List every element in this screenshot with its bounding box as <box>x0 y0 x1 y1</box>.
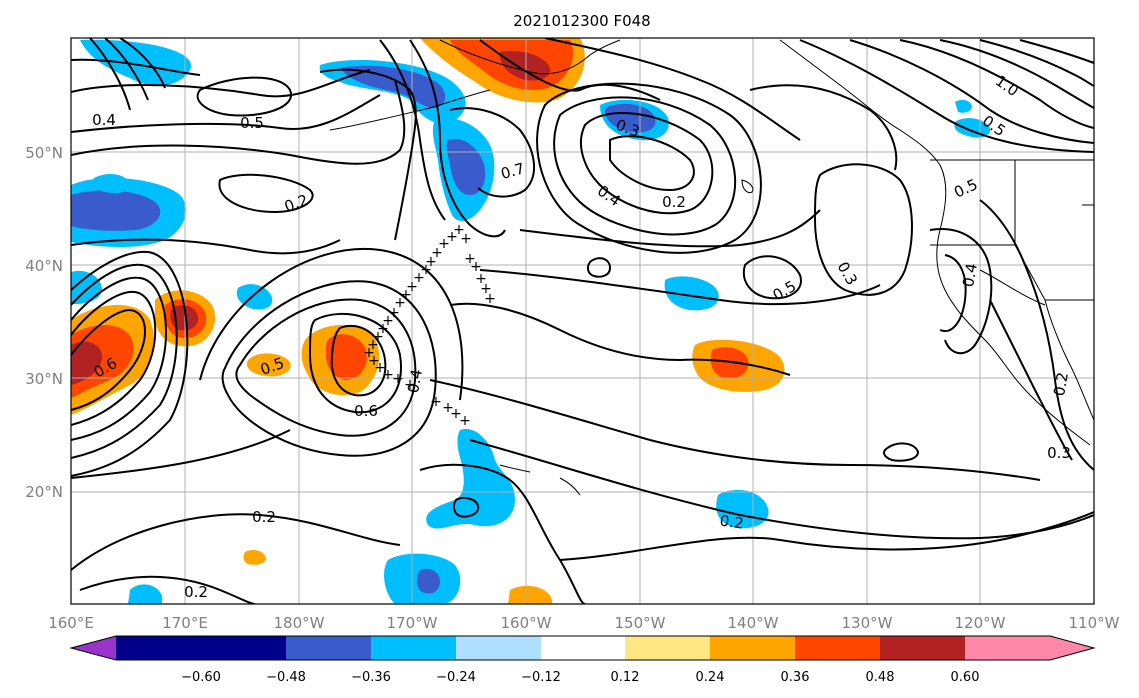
colorbar-swatch <box>880 636 965 660</box>
colorbar-tick-label: 0.24 <box>696 670 725 685</box>
colorbar-swatch <box>201 636 286 660</box>
track-marker: + <box>431 245 443 261</box>
track-marker: + <box>377 321 389 337</box>
track-marker: + <box>382 367 394 383</box>
lat-tick-label: 30°N <box>25 370 63 388</box>
track-marker: + <box>368 353 380 369</box>
track-marker: + <box>450 406 462 422</box>
track-marker: + <box>430 394 442 410</box>
contour-label: 0.7 <box>499 159 527 183</box>
contour-label: 0.4 <box>92 111 116 129</box>
colorbar-tick-label: −0.12 <box>521 670 561 685</box>
track-marker: + <box>420 262 432 278</box>
track-marker: + <box>382 313 394 329</box>
figure-title: 2021012300 F048 <box>513 12 650 30</box>
track-marker: + <box>367 337 379 353</box>
map-panel: 0.4 0.5 0.2 0.7 0.3 0.2 0.4 1.0 0.5 0.5 … <box>71 38 1094 604</box>
colorbar-swatch <box>541 636 625 660</box>
colorbar-swatch <box>625 636 710 660</box>
map-frame <box>70 37 1095 605</box>
contour-label: 0.2 <box>719 511 745 532</box>
colorbar-outline <box>69 635 1096 661</box>
colorbar-swatch <box>710 636 795 660</box>
colorbar-extend-low <box>71 636 116 660</box>
colorbar-tick-label: 0.60 <box>951 670 980 685</box>
contour-label: 0.5 <box>240 114 264 132</box>
track-marker: + <box>425 254 437 270</box>
track-marker: + <box>460 231 472 247</box>
track-marker: + <box>363 345 375 361</box>
shaded-anomaly-fill <box>71 38 991 604</box>
colorbar-swatch <box>371 636 456 660</box>
contour-label: 0.3 <box>1047 444 1071 462</box>
track-marker: + <box>374 360 386 376</box>
colorbar-swatch <box>116 636 201 660</box>
track-marker: + <box>438 236 450 252</box>
contour-label: 0.2 <box>662 193 686 211</box>
contour-label: 0.2 <box>252 508 276 526</box>
colorbar-tick-label: −0.36 <box>351 670 391 685</box>
track-marker: + <box>464 251 476 267</box>
longitude-labels: 160°E 170°E 180°W 170°W 160°W 150°W 140°… <box>48 614 1119 632</box>
lat-tick-label: 20°N <box>25 483 63 501</box>
colorbar-extend-high <box>1050 636 1094 660</box>
colorbar-tick-label: −0.24 <box>436 670 476 685</box>
contour-label: 0.6 <box>354 402 378 420</box>
lon-tick-label: 160°W <box>501 614 552 632</box>
colorbar: −0.60 −0.48 −0.36 −0.24 −0.12 0.12 0.24 … <box>69 635 1096 685</box>
colorbar-tick-label: 0.12 <box>611 670 640 685</box>
track-marker: + <box>372 329 384 345</box>
lat-tick-label: 50°N <box>25 144 63 162</box>
contour-label: 0.4 <box>959 262 981 289</box>
colorbar-swatch <box>965 636 1050 660</box>
contour-label: 0.2 <box>184 583 208 601</box>
track-marker: + <box>484 291 496 307</box>
track-marker: + <box>404 377 416 393</box>
colorbar-swatch <box>286 636 371 660</box>
track-marker: + <box>388 305 400 321</box>
lat-tick-label: 40°N <box>25 257 63 275</box>
track-marker: + <box>453 222 465 238</box>
colorbar-tick-label: 0.36 <box>781 670 810 685</box>
contour-lines <box>71 38 1094 604</box>
track-marker: + <box>394 295 406 311</box>
lon-tick-label: 160°E <box>48 614 94 632</box>
latitude-labels: 20°N 30°N 40°N 50°N <box>25 144 63 501</box>
lon-tick-label: 170°E <box>162 614 208 632</box>
track-marker: + <box>475 271 487 287</box>
track-markers: +++++++++++++++++++++ +++++++ +++ <box>363 222 496 429</box>
colorbar-tick-label: −0.60 <box>181 670 221 685</box>
colorbar-swatch <box>456 636 541 660</box>
track-marker: + <box>459 413 471 429</box>
lon-tick-label: 110°W <box>1069 614 1120 632</box>
lon-tick-label: 180°W <box>274 614 325 632</box>
lon-tick-label: 170°W <box>387 614 438 632</box>
lon-tick-label: 140°W <box>728 614 779 632</box>
colorbar-swatch <box>795 636 880 660</box>
track-marker: + <box>413 270 425 286</box>
contour-label: 0.2 <box>1050 371 1072 398</box>
lon-tick-label: 150°W <box>615 614 666 632</box>
lon-tick-label: 130°W <box>842 614 893 632</box>
track-marker: + <box>446 229 458 245</box>
colorbar-tick-label: 0.48 <box>866 670 895 685</box>
track-marker: + <box>442 400 454 416</box>
lon-tick-label: 120°W <box>955 614 1006 632</box>
track-marker: + <box>400 287 412 303</box>
track-marker: + <box>392 371 404 387</box>
track-marker: + <box>480 281 492 297</box>
colorbar-tick-label: −0.48 <box>266 670 306 685</box>
track-marker: + <box>470 259 482 275</box>
contour-label: 0.4 <box>404 368 426 395</box>
track-marker: + <box>406 279 418 295</box>
